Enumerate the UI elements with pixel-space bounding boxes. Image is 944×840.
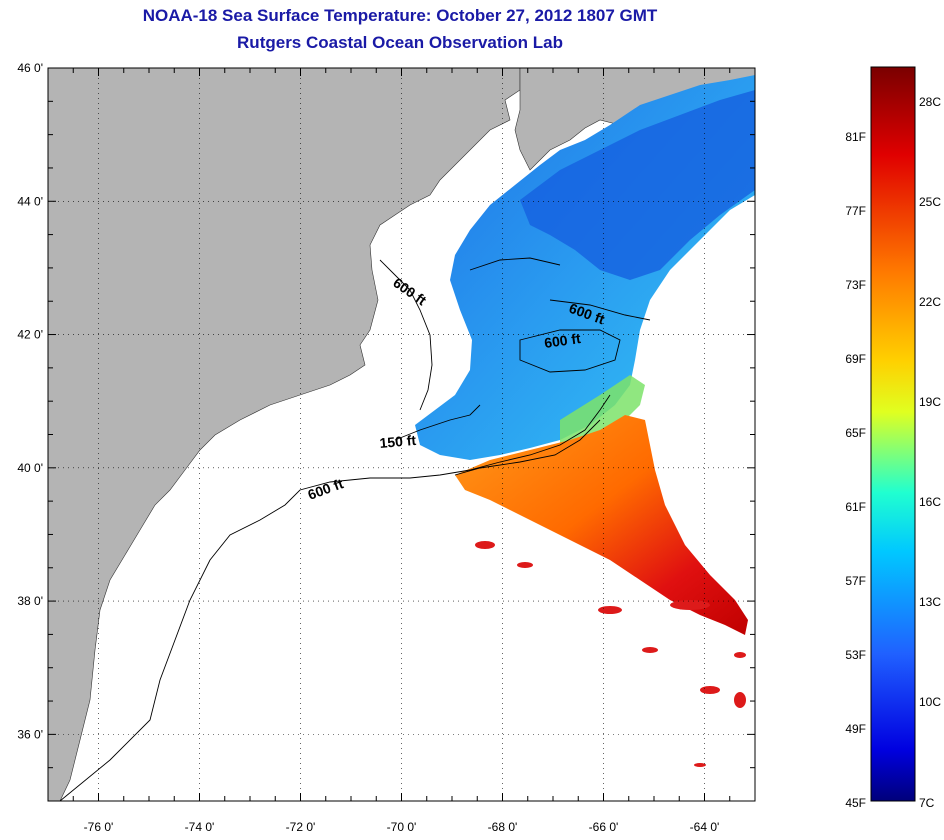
colorbar-c-label: 19C <box>919 395 941 409</box>
lat-tick-label: 46 0' <box>17 61 43 75</box>
colorbar-c-label: 25C <box>919 195 941 209</box>
colorbar-c-label: 13C <box>919 595 941 609</box>
colorbar-c-label: 7C <box>919 796 935 810</box>
lat-tick-label: 38 0' <box>17 594 43 608</box>
colorbar-f-label: 69F <box>845 352 866 366</box>
colorbar-f-label: 57F <box>845 574 866 588</box>
map-title: NOAA-18 Sea Surface Temperature: October… <box>142 6 658 25</box>
lon-tick-label: -74 0' <box>185 820 215 834</box>
map-subtitle: Rutgers Coastal Ocean Observation Lab <box>237 33 563 52</box>
lon-tick-label: -64 0' <box>690 820 720 834</box>
lat-tick-label: 36 0' <box>17 727 43 741</box>
contour-label: 150 ft <box>379 432 417 451</box>
grid-lines <box>48 67 755 801</box>
colorbar-f-label: 65F <box>845 426 866 440</box>
colorbar-c-label: 10C <box>919 695 941 709</box>
lon-tick-label: -76 0' <box>84 820 114 834</box>
lon-tick-label: -70 0' <box>387 820 417 834</box>
colorbar <box>870 66 916 802</box>
lon-tick-label: -72 0' <box>286 820 316 834</box>
sst-warm-patches <box>475 541 746 767</box>
lat-tick-label: 40 0' <box>17 461 43 475</box>
colorbar-f-label: 73F <box>845 278 866 292</box>
land-us-east-coast <box>48 68 521 801</box>
lon-tick-label: -66 0' <box>589 820 619 834</box>
colorbar-c-label: 22C <box>919 295 941 309</box>
colorbar-f-label: 53F <box>845 648 866 662</box>
sst-mid-region <box>560 375 645 450</box>
colorbar-c-label: 16C <box>919 495 941 509</box>
contour-label: 600 ft <box>543 330 582 351</box>
lat-tick-label: 42 0' <box>17 328 43 342</box>
sst-warm-region <box>455 415 748 635</box>
colorbar-f-label: 45F <box>845 796 866 810</box>
lat-tick-label: 44 0' <box>17 194 43 208</box>
lon-tick-label: -68 0' <box>488 820 518 834</box>
colorbar-f-label: 81F <box>845 130 866 144</box>
colorbar-f-label: 49F <box>845 722 866 736</box>
colorbar-c-label: 28C <box>919 95 941 109</box>
bathymetry-contours <box>59 257 651 801</box>
colorbar-f-label: 77F <box>845 204 866 218</box>
colorbar-f-label: 61F <box>845 500 866 514</box>
sst-cold-patch <box>520 90 755 280</box>
